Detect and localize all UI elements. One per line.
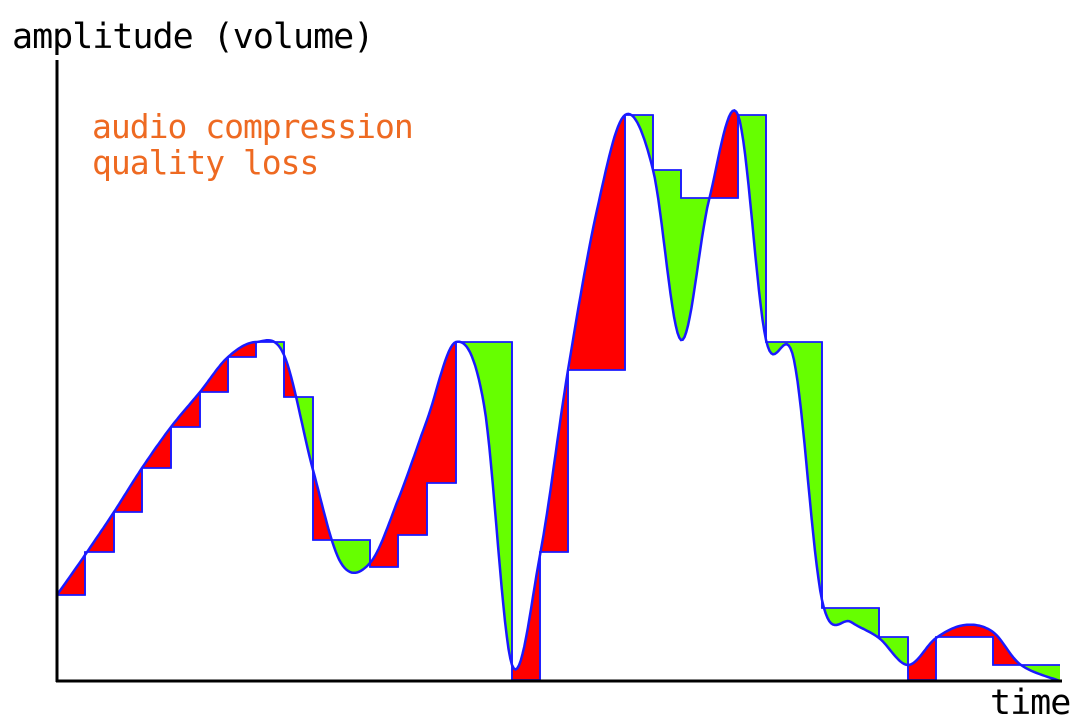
annotation-line-1: audio compression [92,110,413,143]
annotation-line-2: quality loss [92,146,318,179]
step-path [57,115,1060,680]
loss-region-under-step [427,342,456,483]
loss-region-over-step [461,342,484,405]
x-axis-label: time [990,686,1070,721]
quantized-step-outline [57,115,1060,680]
y-axis-label: amplitude (volume) [12,20,373,55]
loss-region-under-step [230,342,256,357]
original-signal-curve [57,110,1060,681]
loss-region-under-step [398,420,427,535]
loss-region-over-step [484,342,512,665]
loss-region-over-step [851,608,879,638]
loss-region-under-step [711,110,738,198]
loss-regions [57,110,1060,681]
loss-region-under-step [908,638,936,680]
loss-region-over-step [768,342,794,360]
